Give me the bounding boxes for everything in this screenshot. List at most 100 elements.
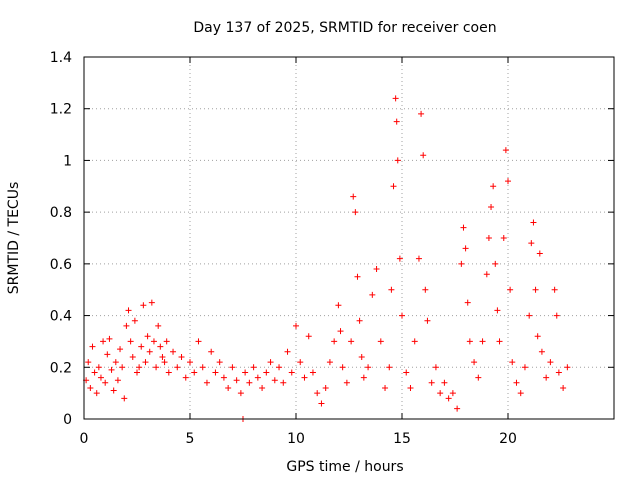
data-point (148, 299, 155, 306)
data-point (528, 240, 535, 247)
data-point (271, 377, 278, 384)
data-point (513, 379, 520, 386)
data-point (343, 379, 350, 386)
data-point (280, 379, 287, 386)
data-point (424, 317, 431, 324)
data-point (454, 405, 461, 412)
data-point (150, 338, 157, 345)
data-point (208, 348, 215, 355)
data-point (138, 343, 145, 350)
data-point (237, 390, 244, 397)
y-tick-labels: 0 0.2 0.4 0.6 0.8 1 1.2 1.4 (50, 50, 72, 428)
data-point (553, 312, 560, 319)
data-point (322, 384, 329, 391)
data-point (161, 359, 168, 366)
data-point (365, 364, 372, 371)
data-point (140, 302, 147, 309)
data-point (449, 390, 456, 397)
x-tick-labels: 0 5 10 15 20 (80, 431, 517, 447)
data-point (104, 351, 111, 358)
data-point (460, 224, 467, 231)
data-point (288, 369, 295, 376)
data-point (485, 235, 492, 241)
data-point (91, 369, 98, 376)
data-points (83, 95, 571, 422)
data-point (390, 183, 397, 190)
data-point (199, 364, 206, 371)
data-point (146, 348, 153, 355)
data-point (112, 359, 119, 366)
data-point (337, 328, 344, 335)
x-tick-label: 0 (80, 431, 89, 447)
data-point (331, 338, 338, 345)
data-point (411, 338, 418, 345)
data-point (297, 359, 304, 366)
data-point (415, 255, 422, 262)
y-tick-label: 1 (63, 153, 72, 169)
data-point (348, 338, 355, 345)
plot-frame (83, 56, 615, 420)
data-point (131, 317, 138, 324)
data-point (225, 384, 232, 391)
x-tick-label: 15 (393, 431, 411, 447)
data-point (153, 364, 160, 371)
data-point (242, 369, 249, 376)
x-tick-label: 5 (186, 431, 195, 447)
data-point (123, 322, 130, 329)
data-point (259, 384, 266, 391)
data-point (134, 369, 140, 376)
data-point (326, 359, 333, 366)
data-point (203, 379, 210, 386)
data-point (263, 369, 270, 376)
data-point (191, 369, 198, 376)
data-point (195, 338, 202, 345)
data-point (276, 364, 283, 371)
data-point (233, 377, 240, 384)
data-point (354, 273, 361, 280)
data-point (102, 379, 109, 386)
data-point (543, 374, 550, 381)
data-point (246, 379, 253, 386)
x-tick-label: 20 (499, 431, 517, 447)
data-point (471, 359, 478, 366)
data-point (220, 374, 227, 381)
data-point (93, 390, 100, 397)
data-point (494, 307, 501, 314)
data-point (521, 364, 528, 371)
data-point (445, 395, 452, 402)
data-point (229, 364, 236, 371)
data-point (505, 178, 511, 185)
data-point (254, 374, 261, 381)
grid-lines (84, 57, 614, 419)
data-point (392, 95, 399, 102)
data-point (509, 359, 516, 366)
y-axis-label: SRMTID / TECUs (6, 182, 22, 295)
data-point (369, 291, 376, 298)
data-point (396, 255, 403, 262)
data-point (464, 299, 471, 306)
data-point (100, 338, 107, 345)
data-point (418, 110, 425, 117)
data-point (97, 374, 104, 381)
data-point (106, 335, 113, 342)
data-point (142, 359, 149, 366)
data-point (432, 364, 439, 371)
data-point (560, 384, 567, 391)
data-point (360, 374, 367, 381)
data-point (89, 343, 96, 350)
data-point (110, 387, 117, 394)
x-tick-label: 10 (287, 431, 305, 447)
data-point (536, 250, 543, 257)
data-point (393, 118, 400, 125)
data-point (178, 353, 185, 360)
data-point (170, 348, 177, 355)
data-point (382, 384, 389, 391)
data-point (403, 369, 410, 376)
data-point (437, 390, 444, 397)
data-point (420, 152, 427, 159)
data-point (187, 359, 193, 366)
data-point (309, 369, 316, 376)
data-point (490, 183, 497, 190)
data-point (551, 286, 558, 293)
